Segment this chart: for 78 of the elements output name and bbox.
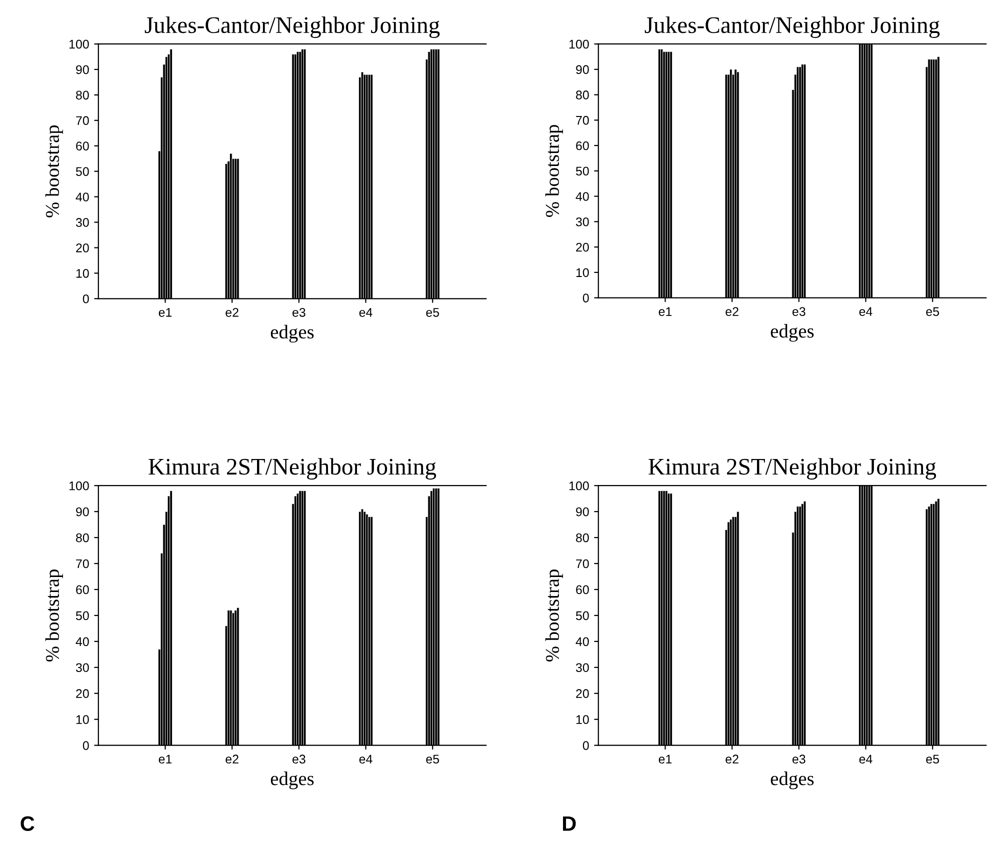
- y-tick-label: 60: [76, 142, 89, 151]
- text: C: [20, 816, 34, 831]
- y-tick-label: 30: [576, 217, 589, 226]
- y-tick-label: 20: [76, 689, 89, 698]
- y-tick-label: 0: [582, 294, 589, 302]
- y-tick-label: 70: [76, 559, 89, 568]
- y-tick-label: 0: [82, 294, 89, 304]
- y-tick-label: 10: [76, 715, 89, 724]
- y-tick-label: 100: [569, 481, 589, 490]
- x-tick-label: e3: [292, 308, 306, 317]
- y-tick-label: 20: [76, 244, 89, 252]
- y-tick-label: 70: [76, 116, 89, 126]
- y-tick-label: 20: [576, 689, 589, 698]
- x-tick-label: e2: [226, 308, 238, 317]
- x-axis-title: edges: [270, 324, 314, 343]
- y-tick-label: 100: [569, 40, 589, 49]
- y-tick-label: 80: [76, 90, 89, 100]
- y-tick-label: 40: [76, 637, 89, 646]
- y-tick-label: 10: [76, 268, 89, 278]
- y-tick-label: 70: [576, 116, 589, 125]
- y-tick-label: 10: [576, 715, 589, 724]
- y-tick-label: 30: [76, 663, 89, 672]
- x-tick-label: e1: [158, 308, 172, 317]
- chart-title: Jukes-Cantor/Neighbor Joining: [644, 16, 940, 38]
- x-tick-label: e4: [359, 308, 372, 317]
- y-tick-label: 90: [76, 507, 89, 516]
- x-axis-title: edges: [270, 772, 314, 790]
- x-tick-label: e3: [292, 754, 306, 764]
- y-tick-label: 100: [69, 481, 89, 490]
- x-axis-title: edges: [770, 324, 814, 342]
- x-tick-label: e5: [426, 754, 440, 764]
- y-axis-title: % bootstrap: [45, 125, 63, 218]
- y-tick-label: 70: [576, 559, 589, 568]
- y-tick-label: 20: [576, 242, 589, 252]
- y-tick-label: 40: [76, 192, 89, 202]
- x-tick-label: e1: [658, 754, 672, 764]
- y-tick-label: 50: [76, 611, 89, 620]
- x-tick-label: e3: [792, 307, 806, 316]
- x-tick-label: e3: [792, 754, 806, 764]
- y-tick-label: 80: [576, 90, 589, 100]
- y-tick-label: 90: [76, 65, 89, 74]
- y-tick-label: 0: [82, 741, 89, 750]
- y-tick-label: 10: [576, 268, 589, 278]
- y-tick-label: 40: [576, 192, 589, 201]
- y-tick-label: 50: [76, 167, 89, 176]
- x-tick-label: e5: [926, 307, 940, 316]
- y-tick-label: 60: [76, 585, 89, 594]
- y-tick-label: 30: [76, 218, 89, 227]
- y-tick-label: 100: [69, 40, 89, 49]
- y-tick-label: 30: [576, 663, 589, 672]
- x-tick-label: e4: [859, 754, 872, 764]
- x-tick-label: e4: [359, 754, 372, 764]
- y-tick-label: 50: [576, 166, 589, 176]
- y-tick-label: 50: [576, 611, 589, 620]
- y-tick-label: 80: [576, 533, 589, 542]
- x-tick-label: e2: [226, 754, 238, 764]
- y-tick-label: 80: [76, 533, 89, 542]
- y-tick-label: 0: [582, 741, 589, 750]
- x-axis-title: edges: [770, 772, 814, 790]
- chart-title: Kimura 2ST/Neighbor Joining: [648, 458, 936, 480]
- x-tick-label: e4: [859, 307, 872, 316]
- x-tick-label: e5: [926, 754, 940, 764]
- y-tick-label: 90: [576, 65, 589, 74]
- y-axis-title: % bootstrap: [545, 570, 563, 662]
- y-tick-label: 60: [576, 585, 589, 594]
- y-tick-label: 40: [576, 637, 589, 646]
- y-tick-label: 90: [576, 507, 589, 516]
- x-tick-label: e2: [726, 307, 738, 316]
- x-tick-label: e2: [726, 754, 738, 764]
- x-tick-label: e1: [658, 307, 672, 316]
- y-axis-title: % bootstrap: [45, 570, 63, 662]
- x-tick-label: e1: [158, 754, 172, 764]
- y-tick-label: 60: [576, 141, 589, 150]
- chart-title: Jukes-Cantor/Neighbor Joining: [144, 16, 440, 38]
- y-axis-title: % bootstrap: [545, 124, 563, 217]
- text: D: [563, 816, 576, 831]
- x-tick-label: e5: [426, 308, 440, 317]
- chart-title: Kimura 2ST/Neighbor Joining: [148, 458, 436, 480]
